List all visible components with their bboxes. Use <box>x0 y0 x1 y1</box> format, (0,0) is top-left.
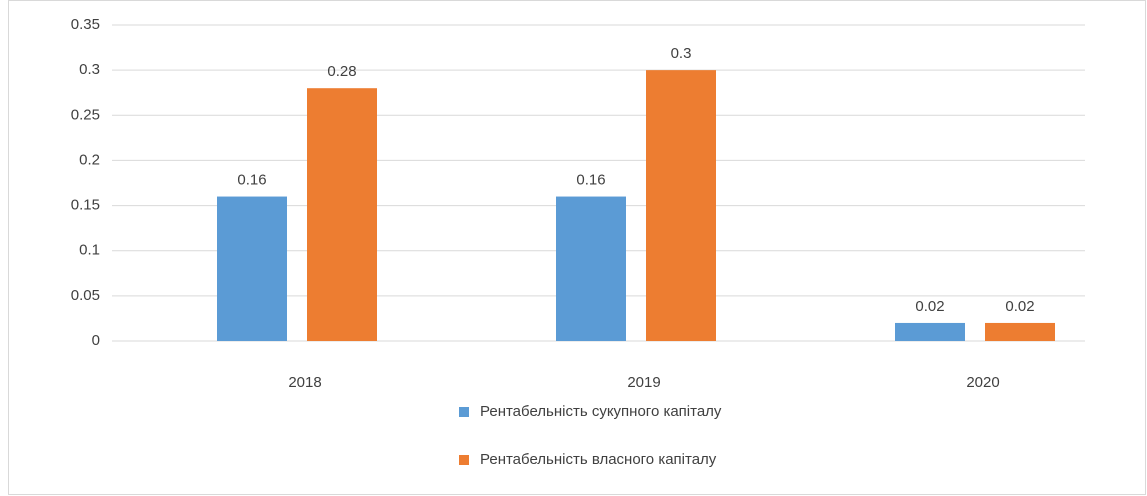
y-tick-label: 0.25 <box>71 106 100 123</box>
data-label: 0.28 <box>327 63 356 80</box>
x-tick-label: 2019 <box>627 374 660 391</box>
data-label: 0.02 <box>1005 298 1034 315</box>
bar <box>307 88 377 341</box>
y-tick-label: 0.35 <box>71 16 100 33</box>
bar <box>217 196 287 341</box>
data-label: 0.3 <box>671 45 692 62</box>
legend-swatch <box>459 455 469 465</box>
legend-swatch <box>459 407 469 417</box>
y-tick-label: 0.2 <box>79 151 100 168</box>
bar <box>985 322 1055 341</box>
bar <box>895 322 965 341</box>
y-tick-label: 0.05 <box>71 287 100 304</box>
data-label: 0.02 <box>915 298 944 315</box>
bar <box>556 196 626 341</box>
bar <box>646 70 716 342</box>
data-label: 0.16 <box>237 172 266 189</box>
x-tick-label: 2018 <box>288 374 321 391</box>
y-tick-label: 0.15 <box>71 197 100 214</box>
data-label: 0.16 <box>576 172 605 189</box>
legend-label: Рентабельність сукупного капіталу <box>480 403 722 420</box>
y-tick-label: 0 <box>92 332 100 349</box>
legend-label: Рентабельність власного капіталу <box>480 451 717 468</box>
y-tick-label: 0.3 <box>79 61 100 78</box>
y-tick-label: 0.1 <box>79 242 100 259</box>
x-tick-label: 2020 <box>966 374 999 391</box>
